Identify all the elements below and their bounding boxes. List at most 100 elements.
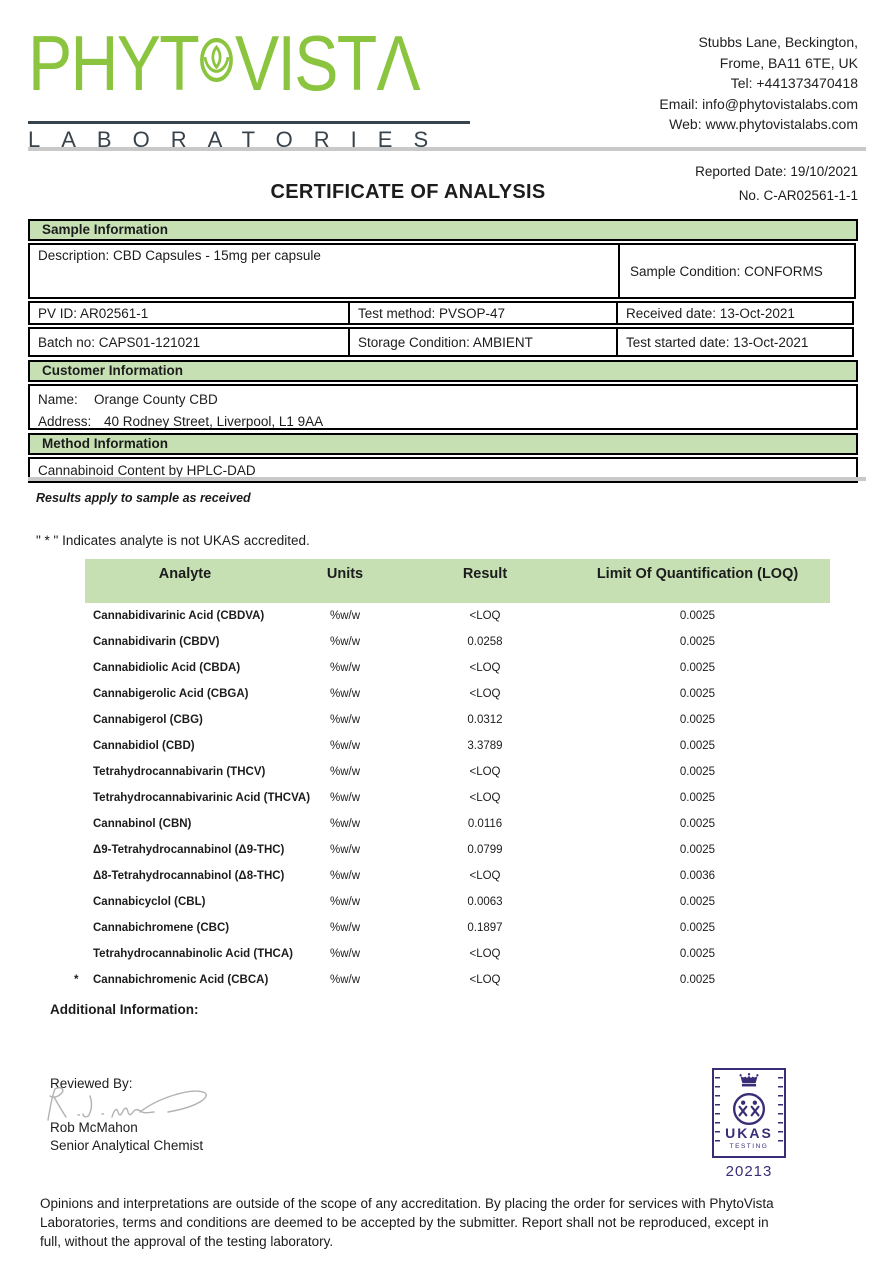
analyte-cell: Cannabinol (CBN)	[85, 818, 285, 830]
result-cell: <LOQ	[469, 870, 501, 882]
loq-column-header: Limit Of Quantification (LOQ)	[596, 566, 799, 582]
description-row: Description: CBD Capsules - 15mg per cap…	[28, 243, 858, 299]
header-divider-bar	[28, 147, 866, 151]
name-label: Name:	[38, 392, 78, 407]
logo-wordmark: PHYT VIST Λ	[28, 19, 421, 107]
result-cell: <LOQ	[469, 610, 501, 622]
result-cell: <LOQ	[469, 766, 501, 778]
pv-id-cell: PV ID: AR02561-1	[28, 301, 350, 325]
analyte-name: Cannabidiol (CBD)	[93, 740, 195, 752]
loq-cell: 0.0025	[679, 896, 716, 908]
contact-line: Web: www.phytovistalabs.com	[669, 116, 858, 132]
units-cell: %w/w	[329, 922, 361, 934]
units-cell: %w/w	[329, 636, 361, 648]
table-row: * Cannabichromenic Acid (CBCA) %w/w <LOQ …	[74, 967, 830, 993]
analyte-cell: Cannabidiol (CBD)	[85, 740, 285, 752]
units-cell: %w/w	[329, 896, 361, 908]
table-row: Cannabinol (CBN) %w/w 0.0116 0.0025	[85, 811, 830, 837]
table-row: Cannabicyclol (CBL) %w/w 0.0063 0.0025	[85, 889, 830, 915]
storage-condition-cell: Storage Condition: AMBIENT	[348, 327, 618, 357]
analyte-name: Tetrahydrocannabivarinic Acid (THCVA)	[93, 792, 311, 804]
analyte-name: Cannabidivarin (CBDV)	[93, 636, 220, 648]
analyte-name: Cannabidiolic Acid (CBDA)	[93, 662, 241, 674]
units-cell: %w/w	[329, 792, 361, 804]
contact-line: Frome, BA11 6TE, UK	[719, 54, 858, 71]
table-row: Cannabigerol (CBG) %w/w 0.0312 0.0025	[85, 707, 830, 733]
units-cell: %w/w	[329, 688, 361, 700]
ukas-ruler-ticks-right	[778, 1077, 783, 1149]
loq-cell: 0.0025	[679, 974, 716, 986]
ukas-ruler-ticks-left	[715, 1077, 720, 1149]
result-cell: 3.3789	[467, 740, 503, 752]
certificate-title: CERTIFICATE OF ANALYSIS	[270, 181, 546, 203]
loq-cell: 0.0025	[679, 740, 716, 752]
ukas-number: 20213	[725, 1163, 773, 1180]
results-table: Analyte Units Result Limit Of Quantifica…	[74, 559, 830, 993]
batch-row: Batch no: CAPS01-121021 Storage Conditio…	[28, 327, 858, 357]
analyte-cell: Tetrahydrocannabivarinic Acid (THCVA)	[85, 792, 310, 804]
table-row: Tetrahydrocannabivarinic Acid (THCVA) %w…	[85, 785, 830, 811]
table-row: Cannabichromene (CBC) %w/w 0.1897 0.0025	[85, 915, 830, 941]
ukas-figures-icon	[732, 1092, 766, 1126]
analyte-cell: * Cannabichromenic Acid (CBCA)	[74, 974, 285, 986]
analyte-cell: Cannabidivarinic Acid (CBDVA)	[85, 610, 285, 622]
received-date-cell: Received date: 13-Oct-2021	[616, 301, 854, 325]
analyte-name: Cannabicyclol (CBL)	[93, 896, 206, 908]
units-cell: %w/w	[329, 948, 361, 960]
ukas-name-text: UKAS	[725, 1125, 773, 1141]
units-cell: %w/w	[329, 766, 361, 778]
analyte-name: Cannabigerolic Acid (CBGA)	[93, 688, 249, 700]
analyte-name: Δ9-Tetrahydrocannabinol (Δ9-THC)	[93, 844, 285, 856]
reviewed-by-label: Reviewed By:	[50, 1076, 133, 1091]
result-cell: 0.0063	[467, 896, 503, 908]
analyte-cell: Δ8-Tetrahydrocannabinol (Δ8-THC)	[85, 870, 285, 882]
loq-cell: 0.0025	[679, 610, 716, 622]
loq-cell: 0.0025	[679, 844, 716, 856]
analyte-name: Cannabigerol (CBG)	[93, 714, 203, 726]
info-table: Sample Information Description: CBD Caps…	[28, 216, 858, 483]
ukas-type-text: TESTING	[729, 1143, 769, 1150]
logo-text-left: PHYT	[28, 19, 200, 107]
not-accredited-mark: *	[74, 974, 79, 986]
result-cell: 0.1897	[467, 922, 503, 934]
customer-row: Name: Orange County CBD Address: 40 Rodney…	[28, 384, 858, 430]
logo-divider	[28, 121, 470, 124]
customer-name: Orange County CBD	[94, 392, 218, 407]
customer-address-line: Address: 40 Rodney Street, Liverpool, L1 …	[38, 414, 848, 429]
units-column-header: Units	[326, 566, 364, 582]
result-cell: <LOQ	[469, 974, 501, 986]
contact-line: Stubbs Lane, Beckington,	[698, 34, 858, 50]
section-divider-bar	[28, 477, 866, 481]
results-note: Results apply to sample as received	[36, 491, 251, 505]
loq-cell: 0.0025	[679, 818, 716, 830]
reported-date: Reported Date: 19/10/2021	[695, 164, 858, 179]
analyte-cell: Cannabicyclol (CBL)	[85, 896, 285, 908]
test-method-cell: Test method: PVSOP-47	[348, 301, 618, 325]
loq-cell: 0.0025	[679, 766, 716, 778]
analyte-name: Tetrahydrocannabivarin (THCV)	[93, 766, 266, 778]
table-row: Cannabidiol (CBD) %w/w 3.3789 0.0025	[85, 733, 830, 759]
customer-name-line: Name: Orange County CBD	[38, 392, 848, 407]
logo-text-end: Λ	[376, 19, 420, 107]
reviewer-identity: Rob McMahon Senior Analytical Chemist	[50, 1119, 203, 1155]
ukas-accreditation-mark: UKAS TESTING 20213	[712, 1068, 786, 1180]
loq-cell: 0.0025	[679, 948, 716, 960]
ukas-accreditation-note: " * " Indicates analyte is not UKAS accr…	[36, 533, 310, 548]
customer-address: 40 Rodney Street, Liverpool, L1 9AA	[104, 414, 324, 429]
test-started-cell: Test started date: 13-Oct-2021	[616, 327, 854, 357]
loq-cell: 0.0025	[679, 792, 716, 804]
customer-information-header: Customer Information	[28, 360, 858, 382]
units-cell: %w/w	[329, 662, 361, 674]
loq-cell: 0.0025	[679, 922, 716, 934]
sample-information-header: Sample Information	[28, 219, 858, 241]
result-cell: 0.0799	[467, 844, 503, 856]
units-cell: %w/w	[329, 610, 361, 622]
table-row: Tetrahydrocannabivarin (THCV) %w/w <LOQ …	[85, 759, 830, 785]
analyte-cell: Cannabigerol (CBG)	[85, 714, 285, 726]
table-row: Cannabidiolic Acid (CBDA) %w/w <LOQ 0.00…	[85, 655, 830, 681]
table-row: Tetrahydrocannabinolic Acid (THCA) %w/w …	[85, 941, 830, 967]
customer-cell: Name: Orange County CBD Address: 40 Rodney…	[28, 384, 858, 430]
loq-cell: 0.0025	[679, 636, 716, 648]
analyte-cell: Tetrahydrocannabinolic Acid (THCA)	[85, 948, 293, 960]
